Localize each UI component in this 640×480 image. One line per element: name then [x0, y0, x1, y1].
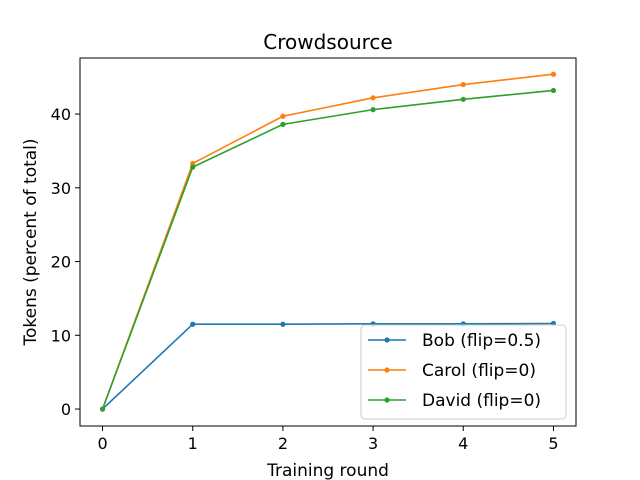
- data-point: [370, 95, 376, 101]
- y-tick-label: 10: [51, 326, 71, 345]
- x-tick-label: 1: [188, 434, 198, 453]
- series-line: [101, 89, 554, 410]
- chart-title: Crowdsource: [263, 30, 392, 54]
- series-line: [101, 73, 554, 410]
- data-point: [280, 121, 286, 127]
- series-layer: [99, 71, 557, 412]
- x-tick-label: 2: [278, 434, 288, 453]
- legend-box: [360, 324, 567, 420]
- data-point: [460, 81, 466, 88]
- legend-swatch-marker: [384, 367, 390, 373]
- data-point: [99, 406, 106, 412]
- legend-swatch-marker: [384, 337, 390, 343]
- legend-entry-label: David (flip=0): [422, 391, 541, 411]
- data-point: [370, 107, 376, 113]
- x-tick-label: 4: [458, 434, 468, 453]
- legend-entry-label: Carol (flip=0): [422, 361, 536, 381]
- data-point: [550, 87, 557, 94]
- data-point: [190, 164, 196, 170]
- legend-swatch-marker: [384, 397, 390, 403]
- data-point: [460, 96, 466, 102]
- y-tick-label: 20: [51, 253, 71, 272]
- data-point: [190, 321, 196, 327]
- tick-layer: 0 1 2 3 4 5 0 10 20 30 40: [51, 105, 559, 453]
- data-point: [280, 321, 286, 327]
- plot-frame: [79, 57, 577, 427]
- x-tick-label: 5: [548, 434, 558, 453]
- data-point: [190, 160, 196, 167]
- x-axis-label: Training round: [266, 461, 389, 480]
- data-point: [280, 113, 286, 119]
- y-tick-label: 0: [61, 400, 71, 419]
- y-axis-label: Tokens (percent of total): [21, 138, 41, 346]
- series-3: [99, 87, 557, 412]
- data-point: [550, 71, 557, 77]
- x-tick-label: 3: [368, 434, 378, 453]
- x-tick-label: 0: [97, 434, 107, 453]
- y-tick-label: 40: [51, 105, 71, 124]
- legend-entry-label: Bob (flip=0.5): [422, 331, 541, 351]
- series-line: [101, 322, 554, 410]
- y-tick-label: 30: [51, 179, 71, 198]
- legend: Bob (flip=0.5) Carol (flip=0) David (flip=…: [360, 324, 567, 420]
